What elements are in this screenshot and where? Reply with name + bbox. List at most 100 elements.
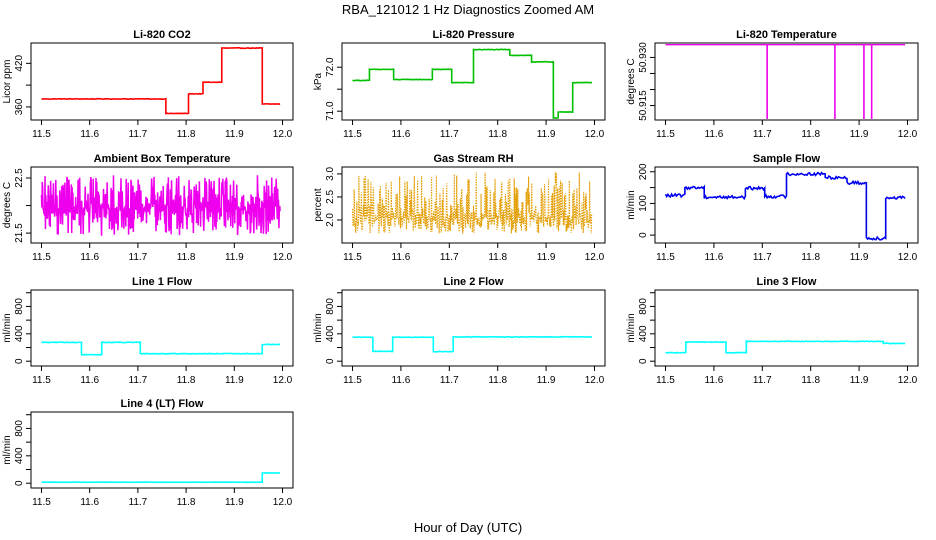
- x-tick-label: 12.0: [585, 375, 605, 386]
- y-axis: 360 420: [14, 55, 31, 115]
- panel-line3: Line 3 Flow ml/min 11.5 11.6 11.7 11.8 11.9 12.…: [626, 276, 919, 386]
- plot-frame: [341, 166, 606, 244]
- x-tick-label: 12.0: [273, 129, 293, 140]
- x-tick-label: 11.8: [177, 497, 196, 508]
- x-tick-label: 11.6: [392, 252, 411, 263]
- series-sample: [664, 171, 906, 241]
- y-tick-label: 800: [14, 298, 25, 315]
- series-ambient: [40, 175, 281, 236]
- series-line: [41, 341, 281, 356]
- y-axis-label: kPa: [313, 72, 324, 90]
- x-tick-label: 11.8: [488, 252, 507, 263]
- series-line: [352, 48, 593, 119]
- x-tick-label: 11.8: [177, 129, 196, 140]
- x-tick-label: 11.9: [850, 375, 869, 386]
- x-tick-label: 11.9: [225, 129, 244, 140]
- x-tick-label: 11.5: [32, 375, 51, 386]
- panels-group: Li-820 CO2 Licor ppm 11.5 11.6 11.7 11.8 11.9 1…: [2, 29, 919, 508]
- series-line: [41, 46, 281, 115]
- series-line2: [352, 335, 593, 353]
- x-tick-label: 11.7: [753, 375, 772, 386]
- x-tick-label: 11.9: [537, 129, 556, 140]
- y-axis-label: degrees C: [626, 58, 637, 104]
- plot-frame: [30, 42, 294, 121]
- x-tick-label: 11.8: [488, 129, 507, 140]
- y-axis-label: Licor ppm: [2, 60, 13, 104]
- y-tick-label: 22.5: [14, 168, 25, 188]
- x-axis: 11.5 11.6 11.7 11.8 11.9 12.0: [32, 366, 293, 386]
- y-tick-label: 360: [14, 98, 25, 115]
- x-tick-label: 11.9: [850, 129, 869, 140]
- x-tick-label: 12.0: [585, 129, 605, 140]
- panel-title: Li-820 CO2: [133, 29, 190, 41]
- x-axis: 11.5 11.6 11.7 11.8 11.9 12.0: [656, 120, 918, 140]
- plot-frame: [654, 289, 919, 367]
- x-tick-label: 11.8: [177, 252, 196, 263]
- x-tick-label: 11.7: [753, 252, 772, 263]
- x-tick-label: 12.0: [898, 129, 918, 140]
- x-tick-label: 11.7: [440, 129, 459, 140]
- y-axis: 0 400 800: [638, 292, 655, 364]
- x-tick-label: 12.0: [273, 375, 293, 386]
- series-line: [40, 175, 281, 236]
- y-tick-label: 3.0: [325, 167, 336, 181]
- x-tick-label: 11.9: [537, 375, 556, 386]
- x-tick-label: 11.7: [440, 252, 459, 263]
- series-rh: [351, 171, 593, 234]
- x-axis: 11.5 11.6 11.7 11.8 11.9 12.0: [32, 120, 293, 140]
- y-tick-label: 400: [14, 325, 25, 342]
- panel-sample: Sample Flow ml/min 11.5 11.6 11.7 11.8 11.9 12.…: [626, 153, 919, 263]
- x-tick-label: 12.0: [273, 497, 293, 508]
- y-axis: 0 400 800: [325, 292, 342, 364]
- panel-line1: Line 1 Flow ml/min 11.5 11.6 11.7 11.8 11.9 12.…: [2, 276, 294, 386]
- x-axis: 11.5 11.6 11.7 11.8 11.9 12.0: [343, 120, 605, 140]
- y-axis: 0 100 200: [638, 163, 655, 238]
- x-tick-label: 11.8: [488, 375, 507, 386]
- x-tick-label: 11.7: [129, 129, 148, 140]
- series-line4: [41, 472, 281, 484]
- x-tick-label: 11.9: [225, 375, 244, 386]
- x-tick-label: 11.6: [80, 129, 99, 140]
- y-axis: 50.915 50.930: [638, 42, 655, 121]
- x-axis: 11.5 11.6 11.7 11.8 11.9 12.0: [343, 243, 605, 263]
- panel-title: Line 4 (LT) Flow: [121, 398, 204, 410]
- x-tick-label: 11.8: [801, 375, 820, 386]
- x-tick-label: 11.6: [80, 252, 99, 263]
- x-tick-label: 11.7: [129, 252, 148, 263]
- panel-title: Sample Flow: [753, 153, 821, 165]
- x-tick-label: 11.6: [705, 129, 724, 140]
- x-tick-label: 11.6: [80, 497, 99, 508]
- x-tick-label: 11.6: [705, 252, 724, 263]
- series-line: [665, 339, 906, 354]
- x-axis: 11.5 11.6 11.7 11.8 11.9 12.0: [656, 243, 918, 263]
- y-axis-label: ml/min: [2, 313, 13, 342]
- y-tick-label: 0: [638, 232, 649, 238]
- y-tick-label: 21.5: [14, 223, 25, 243]
- x-tick-label: 11.7: [129, 375, 148, 386]
- panel-title: Gas Stream RH: [433, 153, 513, 165]
- y-tick-label: 50.930: [638, 42, 649, 73]
- y-tick-label: 800: [325, 298, 336, 315]
- figure-xlabel: Hour of Day (UTC): [414, 520, 522, 535]
- x-tick-label: 11.7: [129, 497, 148, 508]
- x-axis: 11.5 11.6 11.7 11.8 11.9 12.0: [32, 488, 293, 508]
- panel-title: Line 2 Flow: [444, 276, 504, 288]
- series-line: [664, 171, 906, 241]
- y-axis-label: ml/min: [2, 435, 13, 464]
- y-axis-label: percent: [313, 188, 324, 222]
- x-tick-label: 11.5: [656, 375, 675, 386]
- series-pressure: [352, 48, 593, 119]
- plot-frame: [341, 42, 606, 121]
- y-tick-label: 420: [14, 55, 25, 72]
- y-tick-label: 0: [638, 358, 649, 364]
- plot-frame: [341, 289, 606, 367]
- series-temperature: [665, 44, 906, 119]
- x-tick-label: 11.5: [343, 252, 362, 263]
- y-tick-label: 0: [325, 358, 336, 364]
- plot-frame: [30, 289, 294, 367]
- series-co2: [41, 46, 281, 115]
- plot-frame: [30, 166, 294, 244]
- plot-frame: [654, 166, 919, 244]
